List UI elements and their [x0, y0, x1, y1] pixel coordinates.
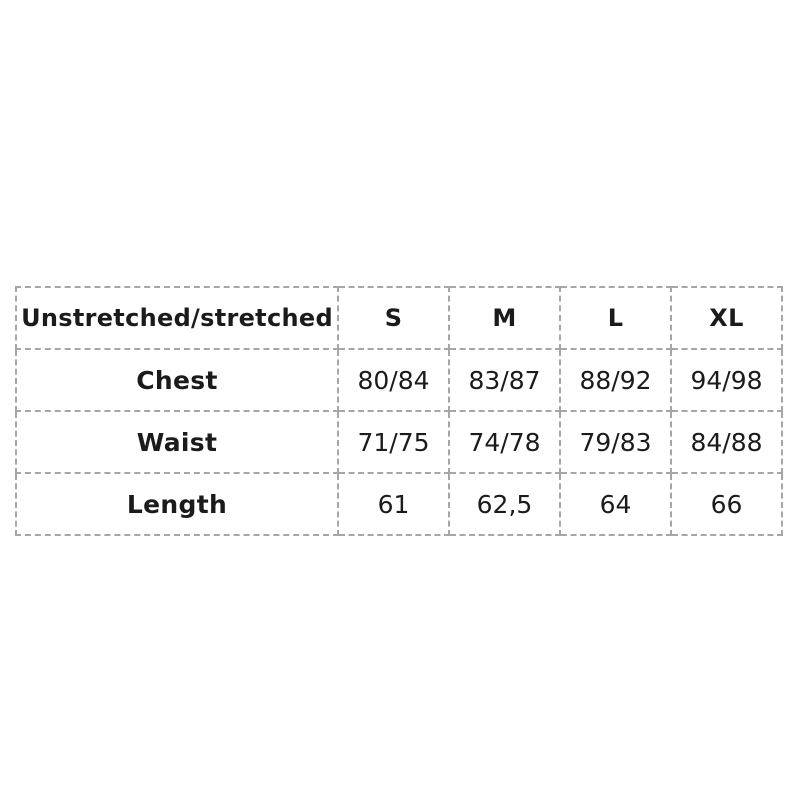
table-row-chest: Chest 80/84 83/87 88/92 94/98	[15, 348, 783, 412]
cell-waist-xl: 84/88	[670, 410, 783, 474]
table-header-row: Unstretched/stretched S M L XL	[15, 286, 783, 350]
header-cell-measure-label: Unstretched/stretched	[15, 286, 339, 350]
cell-length-l: 64	[559, 472, 672, 536]
cell-waist-m: 74/78	[448, 410, 561, 474]
size-table: Unstretched/stretched S M L XL Chest 80/…	[15, 286, 783, 536]
cell-chest-s: 80/84	[337, 348, 450, 412]
header-cell-size-xl: XL	[670, 286, 783, 350]
table-row-waist: Waist 71/75 74/78 79/83 84/88	[15, 410, 783, 474]
cell-length-s: 61	[337, 472, 450, 536]
header-cell-size-s: S	[337, 286, 450, 350]
row-label-chest: Chest	[15, 348, 339, 412]
row-label-waist: Waist	[15, 410, 339, 474]
table-row-length: Length 61 62,5 64 66	[15, 472, 783, 536]
cell-chest-l: 88/92	[559, 348, 672, 412]
cell-waist-s: 71/75	[337, 410, 450, 474]
cell-chest-xl: 94/98	[670, 348, 783, 412]
header-cell-size-l: L	[559, 286, 672, 350]
cell-chest-m: 83/87	[448, 348, 561, 412]
cell-length-m: 62,5	[448, 472, 561, 536]
cell-length-xl: 66	[670, 472, 783, 536]
header-cell-size-m: M	[448, 286, 561, 350]
cell-waist-l: 79/83	[559, 410, 672, 474]
row-label-length: Length	[15, 472, 339, 536]
